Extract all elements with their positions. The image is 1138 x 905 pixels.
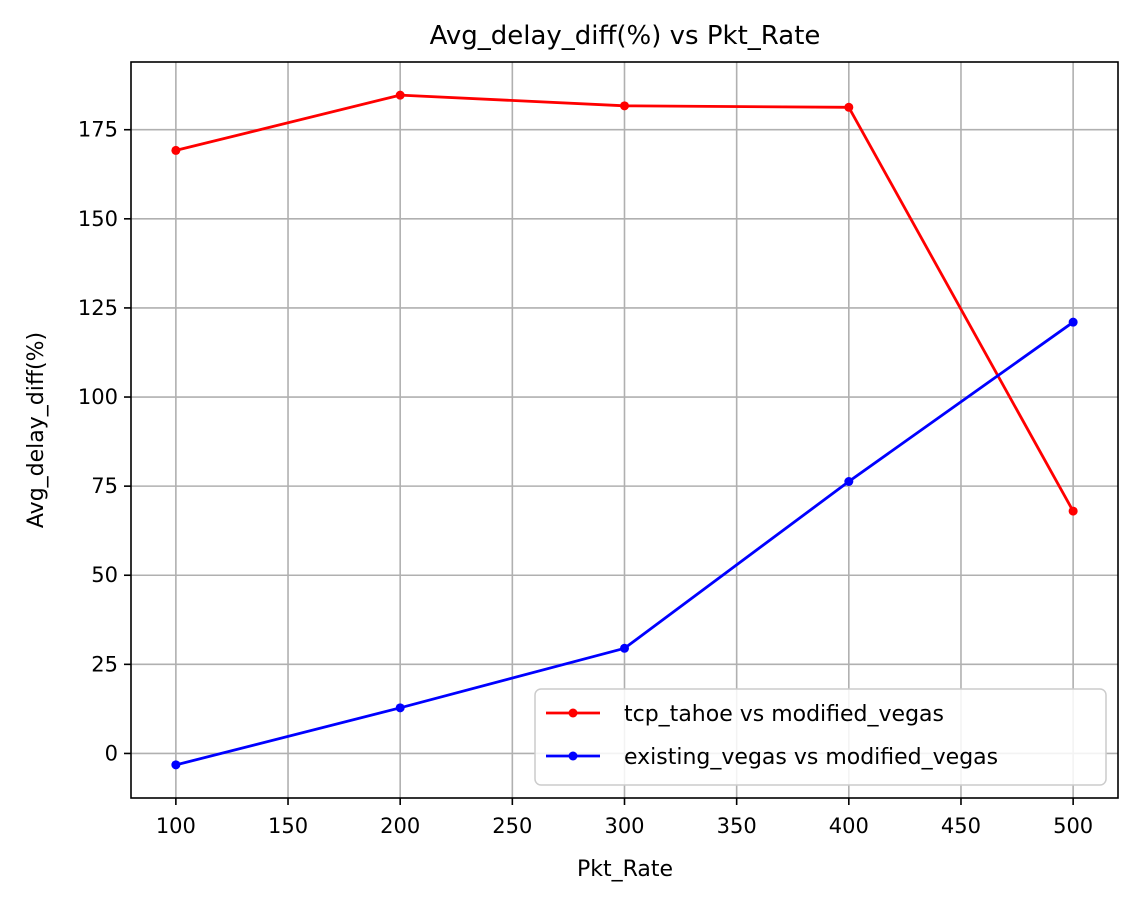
data-point-0-4 — [1068, 506, 1078, 516]
legend-box — [534, 688, 1107, 786]
x-tick-label: 500 — [1053, 814, 1093, 838]
legend-marker-existing-vegas — [568, 751, 578, 761]
x-tick-label: 300 — [604, 814, 644, 838]
data-point-1-2 — [620, 643, 629, 653]
x-tick-label: 150 — [268, 814, 308, 838]
chart-title: Avg_delay_diff(%) vs Pkt_Rate — [430, 21, 821, 51]
data-point-1-0 — [171, 760, 181, 770]
x-axis-label: Pkt_Rate — [577, 857, 673, 882]
x-tick-label: 250 — [492, 814, 532, 838]
y-tick-label: 125 — [78, 296, 118, 320]
series-layer — [171, 90, 1078, 770]
y-tick-label: 175 — [78, 118, 118, 142]
y-tick-label: 50 — [91, 563, 118, 587]
y-tick-label: 150 — [78, 207, 118, 231]
y-tick-label: 0 — [105, 741, 118, 765]
y-tick-label: 75 — [91, 474, 118, 498]
data-point-0-3 — [844, 102, 854, 112]
data-point-0-1 — [395, 90, 405, 100]
y-axis-label: Avg_delay_diff(%) — [24, 332, 49, 528]
legend-marker-tcp-tahoe — [568, 708, 578, 718]
legend-label-existing-vegas: existing_vegas vs modified_vegas — [624, 745, 998, 770]
x-tick-label: 450 — [941, 814, 981, 838]
x-tick-label: 400 — [829, 814, 869, 838]
data-point-1-1 — [395, 703, 405, 713]
data-point-0-2 — [620, 101, 629, 111]
axis-ticks: 100 150 200 250 300 350 400 450 500 0 25 50 75 100 125… — [78, 118, 1093, 838]
legend-label-tcp-tahoe: tcp_tahoe vs modified_vegas — [624, 702, 944, 727]
data-point-1-4 — [1068, 317, 1078, 327]
x-tick-label: 200 — [380, 814, 420, 838]
y-tick-label: 25 — [91, 652, 118, 676]
x-tick-label: 100 — [156, 814, 196, 838]
y-tick-label: 100 — [78, 385, 118, 409]
x-tick-label: 350 — [717, 814, 757, 838]
data-point-1-3 — [844, 477, 854, 487]
legend: tcp_tahoe vs modified_vegas existing_veg… — [534, 688, 1107, 786]
data-point-0-0 — [171, 145, 181, 155]
